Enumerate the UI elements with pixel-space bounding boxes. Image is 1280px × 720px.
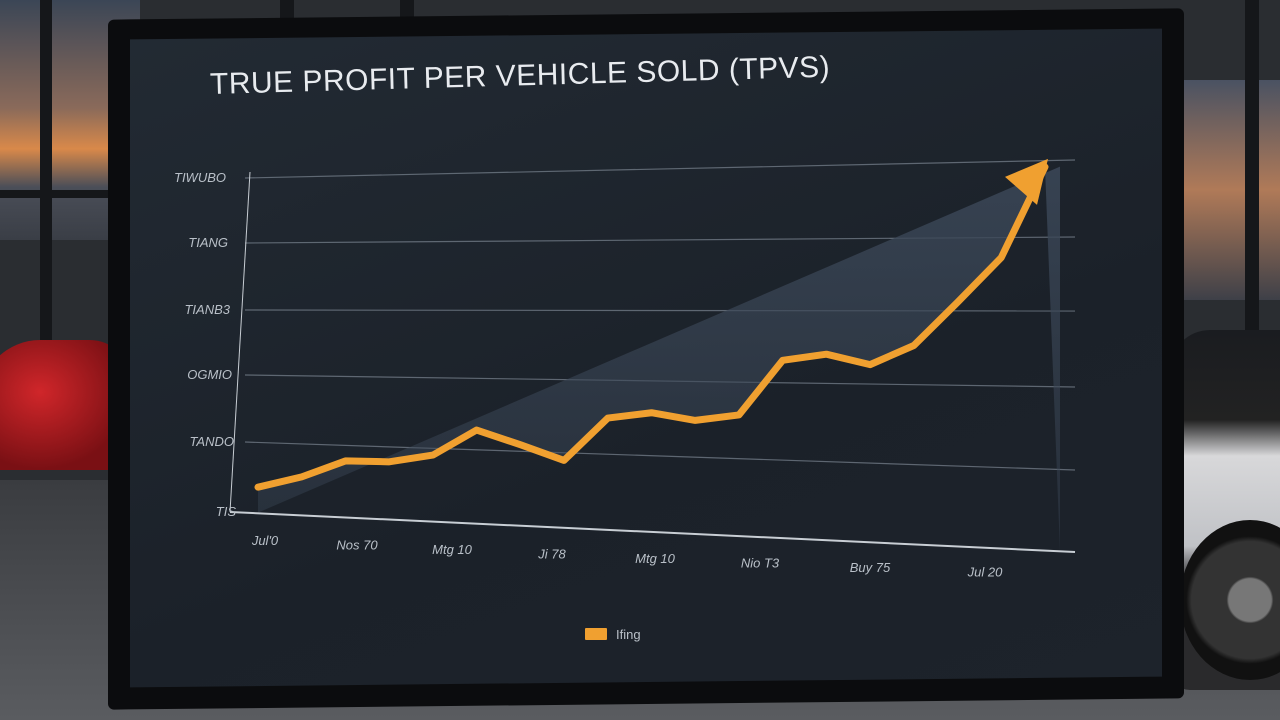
x-tick-label: Jul 20 bbox=[967, 565, 1003, 580]
y-tick-label: OGMIO bbox=[187, 367, 232, 382]
legend-label: Ifing bbox=[616, 627, 641, 642]
area-fill bbox=[258, 166, 1060, 552]
y-tick-label: TIANB3 bbox=[184, 302, 230, 317]
x-tick-label: Mtg 10 bbox=[432, 542, 473, 557]
x-tick-label: Nio T3 bbox=[741, 556, 780, 571]
legend-swatch bbox=[585, 628, 607, 640]
y-tick-label: TIWUBO bbox=[174, 170, 226, 185]
x-tick-label: Ji 78 bbox=[537, 547, 566, 562]
x-tick-label: Mtg 10 bbox=[635, 551, 676, 566]
window-frame bbox=[40, 0, 52, 340]
gridline bbox=[244, 441, 1076, 471]
trend-arrow-icon bbox=[1005, 158, 1048, 205]
y-tick-label: TIS bbox=[216, 504, 237, 519]
gridline bbox=[244, 159, 1076, 179]
window-frame bbox=[1245, 0, 1259, 330]
x-axis bbox=[229, 511, 1076, 553]
window-frame bbox=[0, 190, 130, 198]
x-tick-label: Nos 70 bbox=[336, 538, 378, 553]
window-right bbox=[1180, 80, 1280, 300]
y-tick-label: TIANG bbox=[188, 235, 228, 250]
y-tick-label: TANDO bbox=[189, 434, 234, 449]
x-tick-label: Buy 75 bbox=[850, 560, 891, 575]
y-axis bbox=[229, 171, 251, 513]
x-tick-label: Jul'0 bbox=[251, 533, 279, 548]
